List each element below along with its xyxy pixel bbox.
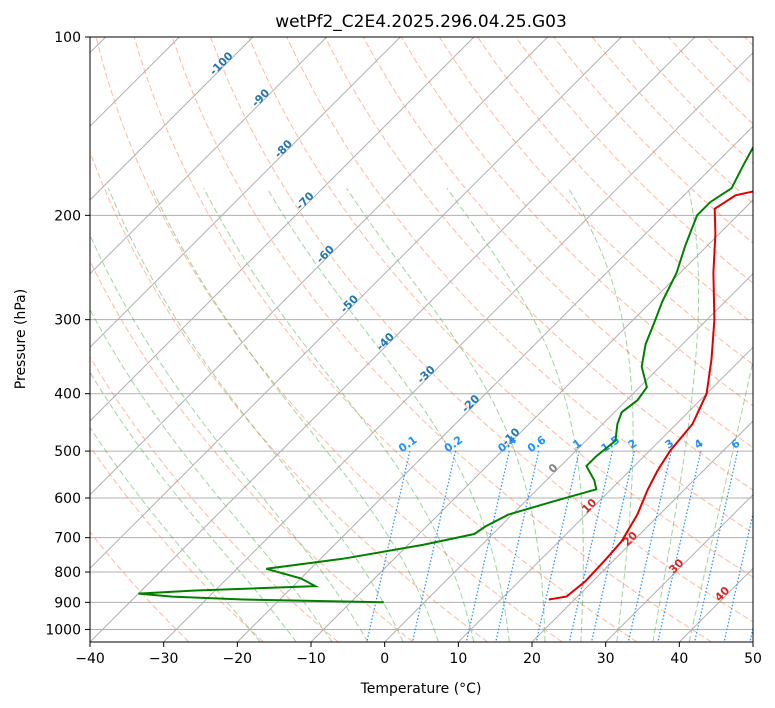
x-axis-label: Temperature (°C)	[360, 681, 482, 697]
y-tick-label: 500	[54, 444, 81, 460]
mixing-ratio-line	[694, 450, 739, 642]
moist-adiabat-line	[90, 426, 261, 642]
x-tick-label: 10	[449, 651, 467, 667]
dry-adiabat-line	[95, 37, 563, 642]
moist-adiabat-line	[446, 187, 584, 642]
y-tick-label: 700	[54, 531, 81, 547]
x-tick-label: 40	[670, 651, 688, 667]
isotherm-line	[531, 420, 753, 642]
isotherm-line	[384, 272, 753, 642]
mixing-ratio-line	[366, 450, 411, 642]
isotherm-line	[90, 37, 696, 642]
dry-adiabat-line	[400, 37, 753, 407]
mixing-ratio-line	[657, 450, 702, 642]
x-tick-label: 0	[380, 651, 389, 667]
isotherm-line	[90, 37, 475, 422]
isotherm-line	[310, 199, 753, 642]
y-tick-label: 600	[54, 491, 81, 507]
dry-adiabat-line	[248, 37, 753, 578]
moist-adiabat-line	[203, 187, 475, 642]
isotherm-line	[90, 37, 328, 275]
isotherm-line	[605, 493, 753, 642]
x-tick-label: 20	[523, 651, 541, 667]
y-tick-label: 100	[54, 30, 81, 46]
mixing-ratio-line	[535, 450, 580, 642]
x-tick-label: −30	[149, 651, 179, 667]
dewpoint-profile-line	[138, 145, 753, 604]
moist-adiabat-line	[346, 187, 546, 642]
y-tick-label: 1000	[45, 622, 81, 638]
plot-frame	[89, 36, 754, 643]
x-tick-label: 50	[744, 651, 762, 667]
y-axis-label: Pressure (hPa)	[13, 289, 29, 389]
dry-adiabat-line	[90, 150, 488, 642]
dry-adiabat-line	[438, 37, 753, 366]
dry-adiabat-line	[515, 37, 753, 284]
isotherm-line	[90, 37, 622, 570]
moist-adiabat-line	[90, 308, 333, 642]
x-tick-label: −20	[223, 651, 253, 667]
temperature-profile-line	[548, 190, 753, 601]
dry-adiabat-line	[210, 37, 753, 623]
moist-adiabats	[90, 187, 753, 642]
chart-title: wetPf2_C2E4.2025.296.04.25.G03	[275, 12, 567, 32]
moist-adiabat-line	[652, 188, 700, 642]
y-tick-label: 900	[54, 595, 81, 611]
x-axis-ticks: −40 −30 −20 −10 0 10 20 30 40 50	[75, 642, 762, 667]
pressure-gridlines	[90, 37, 753, 630]
moist-adiabat-line	[568, 187, 634, 642]
isotherm-line	[90, 37, 254, 201]
moist-adiabat-line	[90, 371, 297, 642]
y-tick-label: 300	[54, 313, 81, 329]
mixing-ratio-line	[590, 450, 636, 642]
mixing-ratio-lines	[366, 450, 753, 642]
moist-adiabat-line	[266, 187, 510, 642]
dry-adiabat-line	[133, 37, 638, 642]
mixing-ratio-line	[411, 450, 457, 642]
moist-adiabat-line	[688, 358, 753, 642]
x-tick-label: 30	[597, 651, 615, 667]
plot-area: -100-90-80-70-60-50-40-30-20-10010203040…	[90, 37, 753, 642]
mixing-ratio-line	[568, 450, 613, 642]
moist-adiabat-line	[107, 188, 404, 642]
moist-adiabat-line	[90, 233, 369, 642]
dry-adiabat-line	[90, 445, 264, 642]
x-tick-label: −40	[75, 651, 105, 667]
mixing-ratio-line	[627, 450, 672, 642]
isotherm-line	[163, 51, 753, 642]
y-tick-label: 400	[54, 387, 81, 403]
moist-adiabat-line	[151, 187, 439, 642]
isotherm-line	[236, 125, 753, 642]
mixing-ratio-line	[465, 450, 510, 642]
y-axis-ticks: 100 200 300 400 500 600 700 800 900 1000	[45, 30, 90, 638]
isotherm-line	[90, 37, 549, 496]
mixing-ratio-line	[495, 450, 540, 642]
dry-adiabat-line	[90, 531, 190, 642]
y-tick-label: 200	[54, 208, 81, 224]
y-tick-label: 800	[54, 565, 81, 581]
x-tick-label: −10	[296, 651, 326, 667]
isotherm-line	[90, 37, 401, 349]
